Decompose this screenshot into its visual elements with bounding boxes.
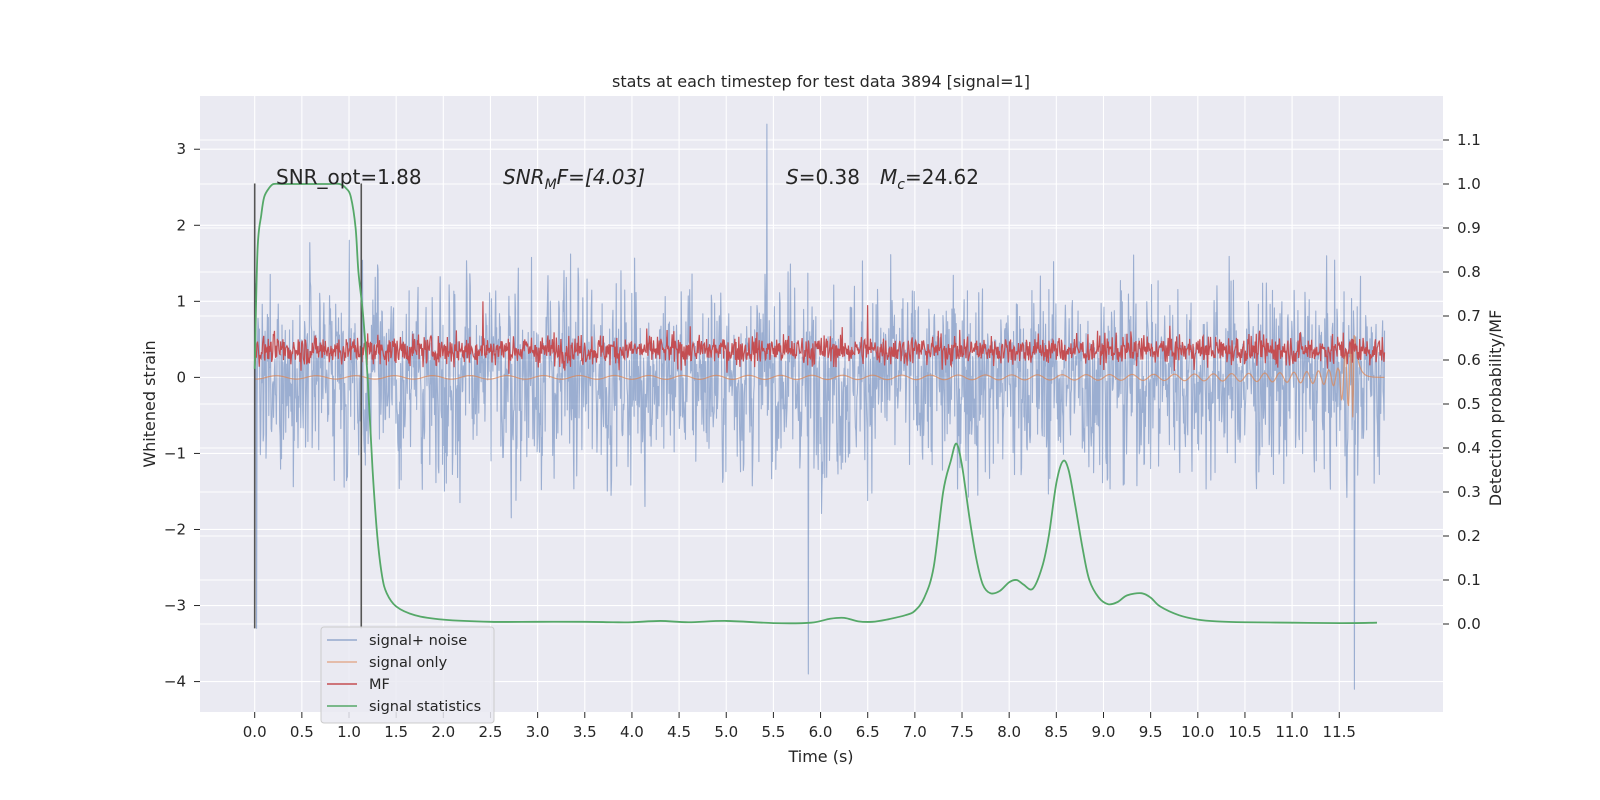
x-tick-label-1: 0.5 — [290, 723, 314, 741]
y-tick-label-6: −3 — [164, 597, 186, 615]
plot-content — [253, 123, 1386, 690]
legend-label-mf: MF — [369, 677, 390, 693]
y-right-tick-label-3: 0.8 — [1457, 263, 1481, 281]
y-tick-label-0: 3 — [176, 140, 186, 158]
x-axis-ticks: 0.0 0.5 1.0 1.5 2.0 2.5 3.0 3.5 4.0 4.5 5.0 5.5 6.0 6… — [243, 712, 1356, 741]
x-tick-label-14: 7.0 — [903, 723, 927, 741]
y-right-tick-label-2: 0.9 — [1457, 219, 1481, 237]
y-axis-ticks: 3 2 1 0 −1 −2 −3 −4 — [164, 140, 200, 691]
y-right-axis-ticks: 1.1 1.0 0.9 0.8 0.7 0.6 0.5 0.4 0.3 0.2 0.1 0.0 — [1443, 131, 1481, 633]
chart-title: stats at each timestep for test data 389… — [612, 72, 1030, 91]
signal-only-series — [254, 335, 1385, 418]
x-tick-label-5: 2.5 — [479, 723, 503, 741]
legend-box — [320, 626, 495, 724]
x-tick-label-8: 4.0 — [620, 723, 644, 741]
snr-mf-tail: F=[4.03] — [557, 165, 645, 189]
x-tick-label-4: 2.0 — [431, 723, 455, 741]
x-tick-label-3: 1.5 — [384, 723, 408, 741]
x-tick-label-18: 9.0 — [1092, 723, 1116, 741]
snr-mf-subscript: M — [545, 177, 557, 193]
signal-statistics-series — [253, 182, 1377, 625]
legend-label-signal-only: signal only — [369, 655, 448, 671]
x-tick-label-19: 9.5 — [1139, 723, 1163, 741]
y-axis-label: Whitened strain — [140, 340, 159, 467]
y-right-tick-label-4: 0.7 — [1457, 307, 1481, 325]
s-value: =0.38 — [799, 165, 860, 189]
x-tick-label-12: 6.0 — [809, 723, 833, 741]
y-right-tick-label-0: 1.1 — [1457, 131, 1481, 149]
x-tick-label-10: 5.0 — [714, 723, 738, 741]
x-tick-label-22: 11.0 — [1275, 723, 1308, 741]
mf-line — [254, 301, 1386, 374]
y-right-tick-label-10: 0.1 — [1457, 571, 1481, 589]
x-axis-label: Time (s) — [787, 747, 853, 766]
annotation-snr-opt: SNR_opt=1.88 — [276, 165, 422, 189]
annotation-snr-mf: SNRMF=[4.03] — [503, 165, 645, 193]
y-right-axis-label: Detection probability/MF — [1486, 310, 1505, 507]
s-label: S — [786, 165, 799, 189]
x-tick-label-17: 8.5 — [1044, 723, 1068, 741]
signal-noise-series — [254, 123, 1386, 690]
signal-only-line — [254, 335, 1385, 418]
y-right-tick-label-7: 0.4 — [1457, 439, 1481, 457]
x-tick-label-11: 5.5 — [761, 723, 785, 741]
y-tick-label-3: 0 — [176, 368, 186, 386]
y-right-tick-label-8: 0.3 — [1457, 483, 1481, 501]
x-tick-label-16: 8.0 — [997, 723, 1021, 741]
mc-main: M — [880, 165, 897, 189]
mf-series — [254, 301, 1386, 374]
y-right-tick-label-1: 1.0 — [1457, 175, 1481, 193]
vertical-markers — [253, 183, 363, 629]
x-tick-label-6: 3.0 — [526, 723, 550, 741]
annotation-s: S=0.38 — [786, 165, 860, 189]
y-right-tick-label-5: 0.6 — [1457, 351, 1481, 369]
y-tick-label-5: −2 — [164, 520, 186, 538]
y-right-tick-label-11: 0.0 — [1457, 615, 1481, 633]
y-right-tick-label-9: 0.2 — [1457, 527, 1481, 545]
legend: signal+ noise signal only MF signal stat… — [320, 626, 495, 724]
y-tick-label-7: −4 — [164, 673, 186, 691]
x-tick-label-13: 6.5 — [856, 723, 880, 741]
x-tick-label-21: 10.5 — [1228, 723, 1261, 741]
legend-label-signal-noise: signal+ noise — [369, 633, 467, 649]
y-tick-label-2: 1 — [176, 292, 186, 310]
mc-subscript: c — [897, 177, 905, 193]
legend-label-signal-statistics: signal statistics — [369, 699, 481, 715]
mc-value: =24.62 — [905, 165, 979, 189]
y-tick-label-4: −1 — [164, 444, 186, 462]
x-tick-label-23: 11.5 — [1323, 723, 1356, 741]
x-tick-label-0: 0.0 — [243, 723, 267, 741]
annotation-mc: Mc=24.62 — [880, 165, 979, 193]
x-tick-label-15: 7.5 — [950, 723, 974, 741]
x-tick-label-20: 10.0 — [1181, 723, 1214, 741]
signal-statistics-line — [253, 182, 1377, 625]
x-tick-label-7: 3.5 — [573, 723, 597, 741]
x-tick-label-2: 1.0 — [337, 723, 361, 741]
x-tick-label-9: 4.5 — [667, 723, 691, 741]
y-right-tick-label-6: 0.5 — [1457, 395, 1481, 413]
signal-noise-line — [254, 123, 1386, 690]
snr-mf-main: SNR — [503, 165, 545, 189]
y-tick-label-1: 2 — [176, 216, 186, 234]
